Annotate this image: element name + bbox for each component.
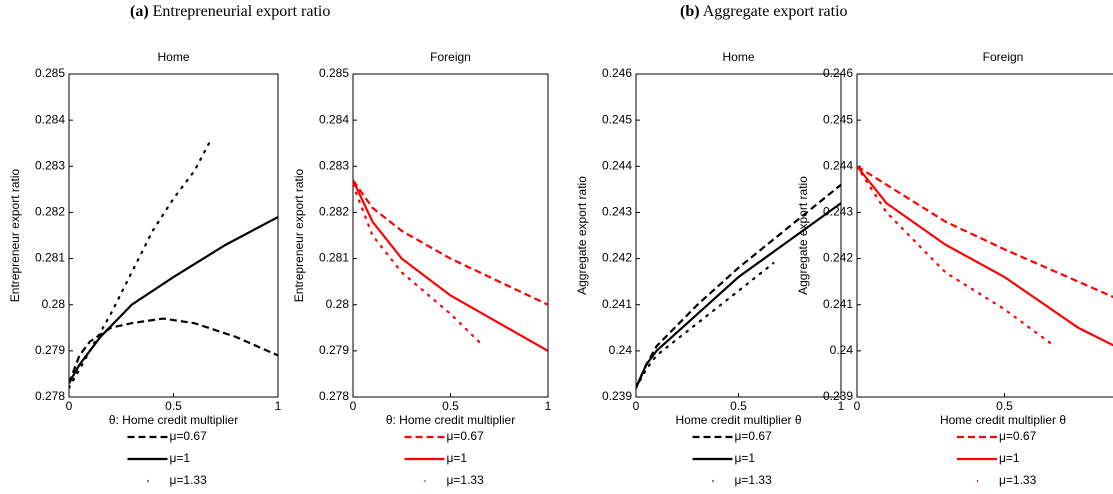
- x-tick-label: 1: [275, 399, 282, 413]
- y-tick-label: 0.24: [830, 343, 854, 357]
- y-tick-label: 0.279: [35, 343, 65, 357]
- x-tick-label: 0: [66, 399, 73, 413]
- y-tick-label: 0.241: [602, 297, 632, 311]
- caption-label: (a): [130, 3, 149, 20]
- plot-area: [856, 73, 1113, 398]
- legend-label: μ=0.67: [999, 429, 1037, 443]
- x-tick-label: 0: [854, 399, 861, 413]
- y-tick-label: 0.246: [602, 66, 632, 80]
- x-axis-label: θ: Home credit multiplier: [109, 413, 238, 427]
- y-axis-label: Entrepreneur export ratio: [8, 168, 22, 302]
- y-tick-label: 0.279: [319, 343, 349, 357]
- y-tick-label: 0.285: [35, 66, 65, 80]
- x-tick-label: 0: [633, 399, 640, 413]
- y-axis-label: Entrepreneur export ratio: [292, 168, 306, 302]
- plot-area: [68, 73, 279, 398]
- legend-label: μ=1: [735, 451, 756, 465]
- y-tick-label: 0.245: [823, 112, 853, 126]
- series-line: [353, 179, 548, 352]
- plot-area: [635, 73, 842, 398]
- legend-label: μ=1: [170, 451, 191, 465]
- legend-label: μ=0.67: [447, 429, 485, 443]
- caption-text: Aggregate export ratio: [703, 3, 848, 20]
- legend-label: μ=0.67: [735, 429, 773, 443]
- y-tick-label: 0.243: [602, 205, 632, 219]
- legend-label: μ=1: [447, 451, 468, 465]
- y-tick-label: 0.244: [823, 158, 853, 172]
- series-line: [353, 183, 485, 348]
- y-tick-label: 0.283: [319, 158, 349, 172]
- y-tick-label: 0.24: [609, 343, 633, 357]
- y-tick-label: 0.242: [823, 251, 853, 265]
- x-tick-label: 1: [838, 399, 845, 413]
- series-line: [636, 202, 841, 389]
- plot-title: Foreign: [430, 50, 471, 64]
- x-axis-label: θ: Home credit multiplier: [386, 413, 515, 427]
- series-line: [857, 165, 1113, 299]
- y-tick-label: 0.243: [823, 205, 853, 219]
- x-tick-label: 0.5: [996, 399, 1013, 413]
- legend-label: μ=0.67: [170, 429, 208, 443]
- series-group: [857, 165, 1113, 348]
- series-line: [353, 179, 548, 306]
- series-line: [636, 262, 775, 389]
- x-tick-label: 0.5: [165, 399, 182, 413]
- legend-label: μ=1.33: [170, 473, 208, 487]
- series-line: [69, 142, 211, 389]
- plot-title: Home: [157, 50, 189, 64]
- legend-label: μ=1.33: [999, 473, 1037, 487]
- y-tick-label: 0.242: [602, 251, 632, 265]
- series-line: [69, 216, 278, 384]
- y-tick-label: 0.281: [35, 251, 65, 265]
- x-tick-label: 0.5: [730, 399, 747, 413]
- y-tick-label: 0.244: [602, 158, 632, 172]
- y-axis-label: Aggregate export ratio: [575, 176, 589, 295]
- series-group: [636, 183, 841, 389]
- caption: (a) Entrepreneurial export ratio: [130, 3, 330, 20]
- y-tick-label: 0.284: [35, 112, 65, 126]
- series-group: [353, 179, 548, 352]
- y-tick-label: 0.283: [35, 158, 65, 172]
- y-tick-label: 0.278: [35, 389, 65, 403]
- plot-title: Foreign: [983, 50, 1024, 64]
- caption-label: (b): [680, 3, 700, 20]
- y-tick-label: 0.239: [823, 389, 853, 403]
- series-line: [69, 317, 278, 384]
- y-tick-label: 0.28: [42, 297, 66, 311]
- caption-text: Entrepreneurial export ratio: [153, 3, 331, 20]
- plot-title: Home: [722, 50, 754, 64]
- legend-label: μ=1.33: [447, 473, 485, 487]
- series-line: [857, 165, 1056, 348]
- y-tick-label: 0.239: [602, 389, 632, 403]
- legend-label: μ=1.33: [735, 473, 773, 487]
- y-tick-label: 0.281: [319, 251, 349, 265]
- plot-area: [352, 73, 549, 398]
- y-tick-label: 0.278: [319, 389, 349, 403]
- y-tick-label: 0.284: [319, 112, 349, 126]
- x-axis-label: Home credit multiplier θ: [940, 413, 1066, 427]
- y-tick-label: 0.241: [823, 297, 853, 311]
- y-tick-label: 0.282: [35, 205, 65, 219]
- x-tick-label: 0.5: [442, 399, 459, 413]
- x-tick-label: 0: [350, 399, 357, 413]
- x-tick-label: 1: [545, 399, 552, 413]
- legend-label: μ=1: [999, 451, 1020, 465]
- y-tick-label: 0.245: [602, 112, 632, 126]
- caption: (b) Aggregate export ratio: [680, 3, 848, 20]
- y-tick-label: 0.246: [823, 66, 853, 80]
- y-tick-label: 0.282: [319, 205, 349, 219]
- y-tick-label: 0.285: [319, 66, 349, 80]
- series-group: [69, 142, 278, 389]
- y-axis-label: Aggregate export ratio: [796, 176, 810, 295]
- series-line: [857, 165, 1113, 347]
- y-tick-label: 0.28: [326, 297, 350, 311]
- x-axis-label: Home credit multiplier θ: [675, 413, 801, 427]
